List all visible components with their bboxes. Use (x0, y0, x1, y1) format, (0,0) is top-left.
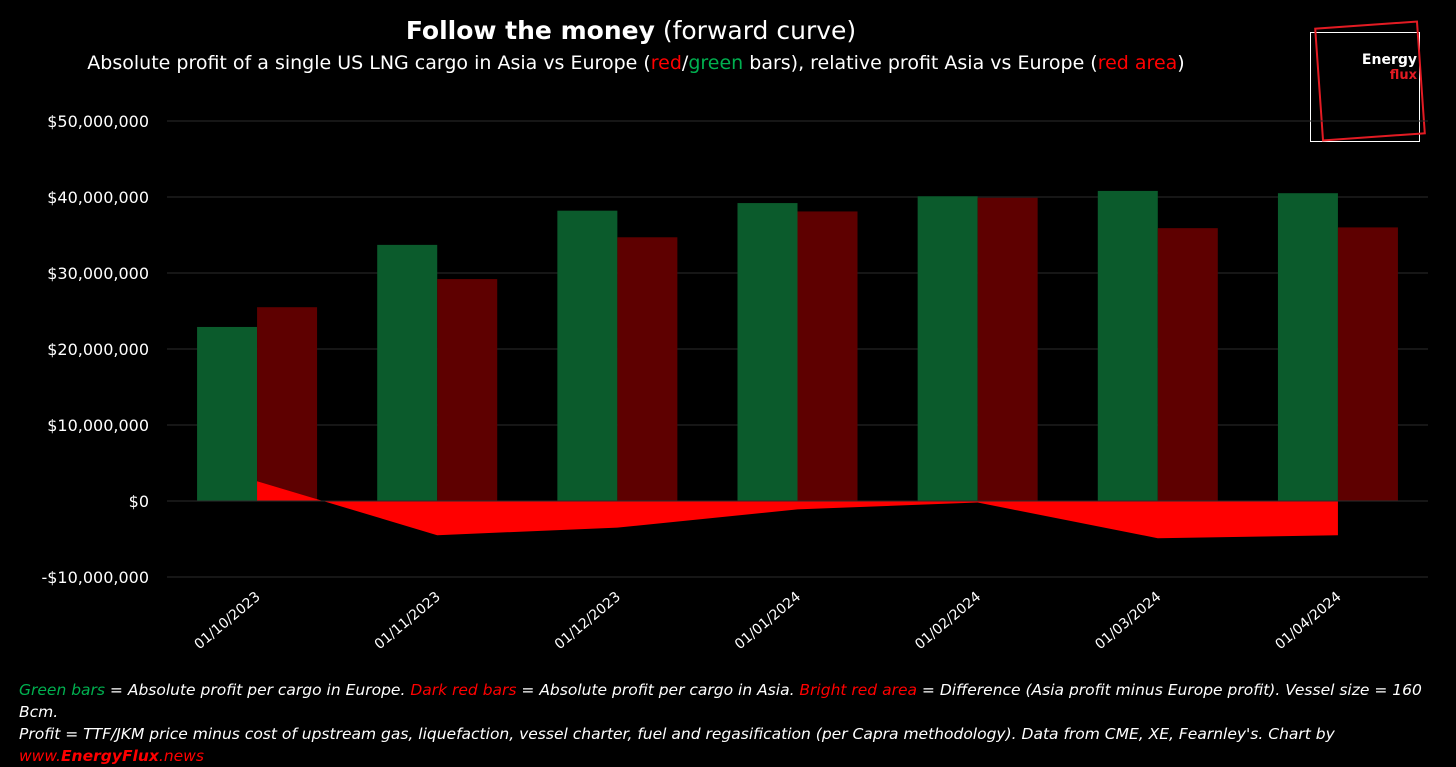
bar-asia (1337, 227, 1398, 501)
footnote-line-1: Green bars = Absolute profit per cargo i… (19, 679, 1439, 723)
x-tick-label: 01/04/2024 (1272, 589, 1344, 653)
footnote-line-2: Profit = TTF/JKM price minus cost of ups… (19, 725, 1335, 743)
bar-europe (557, 210, 618, 501)
x-tick-label: 01/01/2024 (732, 589, 804, 653)
bar-europe (1277, 193, 1338, 501)
title-rest: (forward curve) (654, 16, 857, 45)
footnote-text-b: = Absolute profit per cargo in Asia. (516, 681, 800, 699)
title-bold: Follow the money (405, 16, 655, 45)
subtitle-red: red (650, 52, 682, 74)
chart-title: Follow the money (forward curve) (0, 14, 1262, 48)
footnote-line-3: www.EnergyFlux.news (19, 745, 1439, 767)
bar-asia (797, 211, 858, 501)
bar-europe (1097, 190, 1158, 502)
bar-europe (917, 196, 978, 502)
footnote-dark-red-bars: Dark red bars (410, 681, 517, 699)
difference-area (257, 481, 1338, 539)
energyflux-logo: Energy flux (1310, 20, 1426, 142)
bar-asia (977, 197, 1038, 501)
subtitle-slash: / (681, 52, 689, 74)
logo-text-flux: flux (1389, 68, 1417, 83)
bar-asia (617, 237, 678, 501)
footnote-bright-red-area: Bright red area (799, 681, 917, 699)
footnote-text-a: = Absolute profit per cargo in Europe. (105, 681, 411, 699)
y-tick-label: $10,000,000 (47, 416, 149, 435)
y-tick-label: $20,000,000 (47, 340, 149, 359)
subtitle-green: green (688, 52, 744, 74)
logo-text-energy: Energy (1361, 52, 1417, 68)
logo-frame (1310, 32, 1420, 142)
subtitle-part1: Absolute profit of a single US LNG cargo… (87, 52, 651, 74)
bar-asia (437, 279, 498, 501)
y-tick-label: -$10,000,000 (41, 568, 149, 587)
x-tick-label: 01/10/2023 (192, 589, 264, 653)
y-tick-label: $0 (129, 492, 149, 511)
footnote-url-www: www. (19, 747, 61, 765)
bar-chart: $50,000,000 $40,000,000 $30,000,000 $20,000… (41, 112, 1428, 653)
bar-europe (197, 326, 258, 501)
y-tick-label: $30,000,000 (47, 264, 149, 283)
subtitle-close: ) (1177, 52, 1185, 74)
x-tick-label: 01/02/2024 (912, 589, 984, 653)
x-tick-label: 01/03/2024 (1092, 589, 1164, 653)
footnote-url-brand: EnergyFlux (60, 747, 159, 765)
subtitle-red-area: red area (1097, 52, 1178, 74)
footnote-text-c: = Difference (Asia profit minus Europe p… (19, 681, 1422, 721)
x-tick-label: 01/11/2023 (372, 589, 444, 653)
footnote-green-bars: Green bars (19, 681, 105, 699)
bar-asia (257, 307, 318, 501)
y-tick-label: $40,000,000 (47, 188, 149, 207)
chart-subtitle: Absolute profit of a single US LNG cargo… (0, 50, 1272, 76)
bar-asia (1157, 228, 1218, 501)
subtitle-part2: bars), relative profit Asia vs Europe ( (743, 52, 1098, 74)
footnote-url-tld: .news (158, 747, 204, 765)
chart-footnote: Green bars = Absolute profit per cargo i… (19, 679, 1439, 767)
bar-europe (377, 244, 438, 501)
y-tick-label: $50,000,000 (47, 112, 149, 131)
x-tick-label: 01/12/2023 (552, 589, 624, 653)
bar-europe (737, 203, 798, 501)
